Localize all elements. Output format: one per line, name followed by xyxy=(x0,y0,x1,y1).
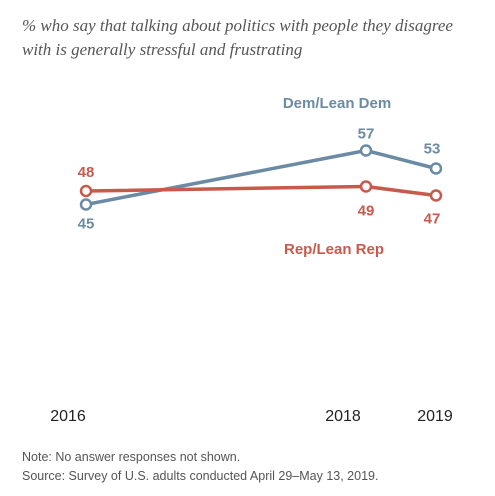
x-tick-label-2016: 2016 xyxy=(50,408,86,425)
source-text: Source: Survey of U.S. adults conducted … xyxy=(22,469,379,483)
data-label-dem-lean-dem-2019: 53 xyxy=(424,141,441,158)
data-point-dem-lean-dem-2019 xyxy=(429,162,443,175)
x-tick-label-2019: 2019 xyxy=(417,408,453,425)
data-point-rep-lean-rep-2019 xyxy=(429,189,443,202)
data-point-dem-lean-dem-2016 xyxy=(79,198,93,211)
data-label-dem-lean-dem-2016: 45 xyxy=(78,216,95,233)
data-point-rep-lean-rep-2016 xyxy=(79,184,93,198)
data-point-dem-lean-dem-2018 xyxy=(359,144,373,157)
footnotes: Note: No answer responses not shown. Sou… xyxy=(22,448,378,486)
note-text: Note: No answer responses not shown. xyxy=(22,450,241,464)
data-label-dem-lean-dem-2018: 57 xyxy=(358,126,375,143)
series-line-dem-lean-dem xyxy=(84,148,438,207)
data-label-rep-lean-rep-2016: 48 xyxy=(78,164,95,181)
data-point-rep-lean-rep-2018 xyxy=(359,180,373,193)
series-label-rep-lean-rep: Rep/Lean Rep xyxy=(284,241,384,258)
data-label-rep-lean-rep-2018: 49 xyxy=(358,203,375,220)
chart-subtitle: % who say that talking about politics wi… xyxy=(22,16,453,59)
data-label-rep-lean-rep-2019: 47 xyxy=(424,211,441,228)
series-label-dem-lean-dem: Dem/Lean Dem xyxy=(283,95,391,112)
line-chart: 2016 2018 2019 45 57 53 Dem/Lean Dem 48 49 47 Rep/… xyxy=(50,95,453,425)
x-tick-label-2018: 2018 xyxy=(325,408,361,425)
